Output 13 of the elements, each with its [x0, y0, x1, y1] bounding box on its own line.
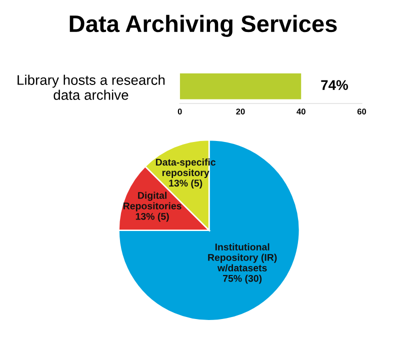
x-tick-label: 40: [296, 108, 306, 114]
x-tick-label: 60: [357, 108, 366, 114]
data-label: 75% (30): [223, 274, 262, 284]
data-label: 13% (5): [136, 212, 169, 222]
y-tick-label: Library hosts a research data archive: [18, 74, 165, 100]
data-label: 13% (5): [169, 179, 202, 189]
annotation: 74%: [321, 80, 348, 90]
x-tick-label: 0: [178, 108, 182, 114]
x-tick-label: 20: [236, 108, 245, 114]
slice-label: Digital Repositories: [124, 192, 182, 212]
pie-slice: [118, 139, 300, 322]
slice-label: Institutional Repository (IR) w/datasets: [208, 243, 277, 272]
chart-title: Data Archiving Services: [70, 14, 337, 37]
